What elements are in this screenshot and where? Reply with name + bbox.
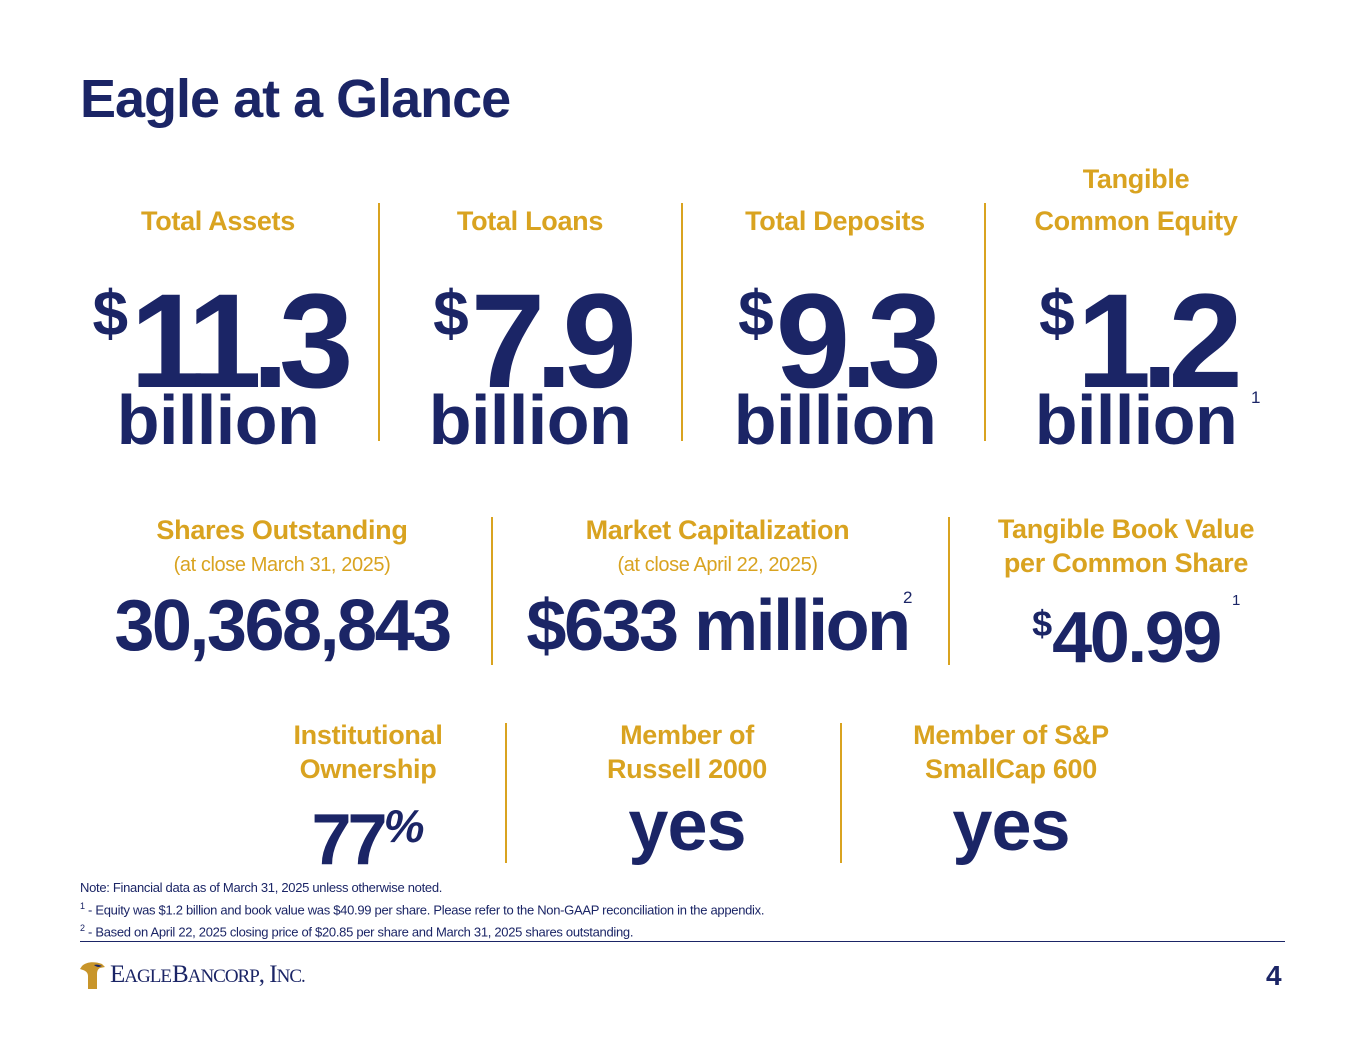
- eagle-icon: [80, 962, 105, 989]
- metric-sp-smallcap-600: Member of S&P SmallCap 600 yes: [880, 718, 1142, 866]
- metric-label: Market Capitalization: [585, 515, 850, 545]
- metric-label: Total Assets: [141, 206, 295, 236]
- footer-rule: [80, 941, 1285, 942]
- note-text: Note: Financial data as of March 31, 202…: [80, 880, 443, 895]
- metric-market-capitalization: Market Capitalization (at close April 22…: [505, 512, 930, 666]
- metric-label-line2: Russell 2000: [606, 754, 767, 784]
- metric-value: yes: [952, 786, 1070, 866]
- metric-label: Common Equity: [1034, 206, 1238, 236]
- metric-value: $7.9: [395, 246, 665, 409]
- metric-value: $1.2: [1005, 246, 1267, 409]
- metric-value: $9.3: [700, 246, 970, 409]
- currency-symbol: $: [1039, 277, 1075, 349]
- metric-value: yes: [628, 786, 746, 866]
- metric-number: 7.9: [470, 267, 637, 416]
- logo-wordmark: EAGLE BANCORP, INC.: [110, 961, 306, 988]
- footnote-2-mark: 2: [80, 923, 85, 934]
- metric-total-deposits: Total Deposits $9.3 billion: [700, 158, 970, 459]
- eagle-bancorp-logo: EAGLE BANCORP, INC.: [80, 960, 306, 990]
- metric-label-line2: SmallCap 600: [925, 754, 1097, 784]
- footnote-marker: 1: [1251, 388, 1261, 407]
- metric-unit: billion: [428, 381, 632, 459]
- footnote-1: 1 - Equity was $1.2 billion and book val…: [80, 897, 764, 919]
- metric-label-line1: Member of: [620, 720, 754, 750]
- footnote-1-text: - Equity was $1.2 billion and book value…: [84, 902, 765, 918]
- metric-unit: billion: [733, 381, 937, 459]
- footnote-2-text: - Based on April 22, 2025 closing price …: [84, 924, 634, 940]
- currency-symbol: $: [433, 277, 469, 349]
- metric-total-loans: Total Loans $7.9 billion: [395, 158, 665, 459]
- metric-number: 1.2: [1076, 267, 1243, 416]
- metric-label-line1: Tangible Book Value: [997, 514, 1255, 544]
- currency-symbol: $: [1032, 603, 1053, 644]
- metric-label-line1: [395, 158, 665, 200]
- metric-number: 11.3: [130, 267, 353, 416]
- divider: [378, 203, 380, 441]
- percent-sign: %: [383, 800, 425, 852]
- metric-unit: billion: [1034, 381, 1238, 459]
- metric-russell-2000: Member of Russell 2000 yes: [560, 718, 814, 866]
- footnote-1-mark: 1: [80, 901, 85, 911]
- metric-sublabel: (at close April 22, 2025): [617, 554, 818, 576]
- metric-number: 9.3: [775, 267, 942, 416]
- divider: [505, 723, 507, 863]
- divider: [681, 203, 683, 441]
- divider: [948, 517, 950, 665]
- metric-label-line2: per Common Share: [1003, 548, 1249, 578]
- metric-total-assets: Total Assets $11.3 billion: [80, 158, 356, 459]
- divider: [840, 723, 842, 863]
- currency-symbol: $: [738, 277, 774, 349]
- metric-value: $40.99: [972, 584, 1280, 678]
- footnotes: Note: Financial data as of March 31, 202…: [80, 878, 764, 942]
- divider: [984, 203, 986, 441]
- metric-number: 77: [311, 800, 388, 880]
- metric-label-line1: [80, 158, 356, 200]
- metric-label: Shares Outstanding: [156, 515, 408, 545]
- metric-label-line1: Institutional: [293, 720, 443, 750]
- metric-label-line1: Tangible: [1082, 164, 1190, 194]
- metric-number: 40.99: [1052, 598, 1222, 678]
- metric-shares-outstanding: Shares Outstanding (at close March 31, 2…: [80, 512, 484, 666]
- footnote-marker: 2: [903, 588, 913, 607]
- metric-label-line2: Ownership: [299, 754, 437, 784]
- metric-value: 77%: [248, 786, 488, 880]
- page-number: 4: [1266, 960, 1282, 991]
- metric-tangible-common-equity: Tangible Common Equity $1.2 billion 1: [1005, 158, 1267, 459]
- metric-unit: billion: [116, 381, 320, 459]
- metric-sublabel: (at close March 31, 2025): [173, 554, 391, 576]
- metric-value: $633 million: [526, 586, 911, 666]
- footnote-2: 2 - Based on April 22, 2025 closing pric…: [80, 919, 764, 941]
- divider: [491, 517, 493, 665]
- metric-institutional-ownership: Institutional Ownership 77%: [248, 718, 488, 880]
- metric-value: $11.3: [80, 246, 356, 409]
- page-title: Eagle at a Glance: [80, 69, 511, 129]
- currency-symbol: $: [92, 277, 129, 349]
- metric-label-line1: Member of S&P: [913, 720, 1109, 750]
- metric-value: 30,368,843: [114, 586, 452, 666]
- metric-label-line1: [700, 158, 970, 200]
- metric-tangible-book-value: Tangible Book Value per Common Share $40…: [972, 512, 1280, 678]
- footnote-marker: 1: [1232, 592, 1241, 609]
- metric-label: Total Loans: [456, 206, 604, 236]
- metric-label: Total Deposits: [745, 206, 925, 236]
